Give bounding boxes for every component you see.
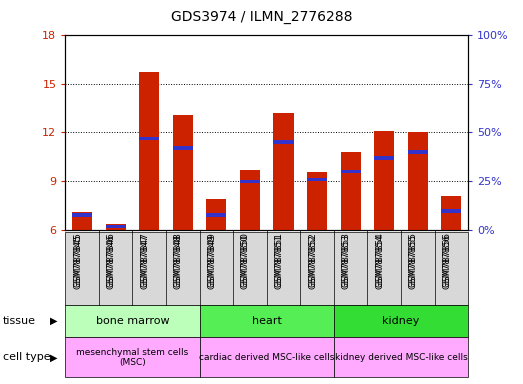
Bar [408, 132, 428, 230]
Text: GSM787849: GSM787849 [208, 234, 217, 289]
Text: kidney derived MSC-like cells: kidney derived MSC-like cells [335, 353, 468, 362]
Text: GSM787856: GSM787856 [442, 234, 451, 289]
Bar [307, 178, 327, 181]
Text: GSM787853: GSM787853 [342, 234, 350, 289]
Text: GSM787845: GSM787845 [73, 234, 82, 289]
Bar [374, 156, 394, 160]
Bar [72, 213, 92, 217]
Text: GSM787848: GSM787848 [174, 234, 183, 289]
Text: cardiac derived MSC-like cells: cardiac derived MSC-like cells [199, 353, 334, 362]
Text: mesenchymal stem cells
(MSC): mesenchymal stem cells (MSC) [76, 348, 189, 367]
Text: GSM787847: GSM787847 [140, 232, 149, 287]
Text: GSM787848: GSM787848 [174, 232, 183, 287]
Text: GSM787851: GSM787851 [275, 234, 283, 289]
Text: ▶: ▶ [50, 316, 57, 326]
Text: GSM787852: GSM787852 [308, 234, 317, 289]
Bar [441, 196, 461, 230]
Bar [240, 170, 260, 230]
Bar [374, 131, 394, 230]
Text: GSM787856: GSM787856 [442, 232, 451, 287]
Bar [173, 146, 193, 150]
Bar [274, 141, 293, 144]
Text: GSM787846: GSM787846 [107, 234, 116, 289]
Bar [206, 213, 226, 217]
Text: GDS3974 / ILMN_2776288: GDS3974 / ILMN_2776288 [170, 10, 353, 23]
Bar [340, 152, 361, 230]
Bar [340, 170, 361, 174]
Bar [274, 113, 293, 230]
Bar [139, 137, 160, 140]
Text: tissue: tissue [3, 316, 36, 326]
Text: cell type: cell type [3, 352, 50, 362]
Text: GSM787851: GSM787851 [275, 232, 283, 287]
Text: GSM787852: GSM787852 [308, 232, 317, 287]
Text: GSM787854: GSM787854 [375, 234, 384, 289]
Bar [106, 225, 126, 228]
Bar [307, 172, 327, 230]
Text: GSM787850: GSM787850 [241, 232, 250, 287]
Text: GSM787855: GSM787855 [409, 232, 418, 287]
Text: bone marrow: bone marrow [96, 316, 169, 326]
Bar [139, 72, 160, 230]
Text: GSM787850: GSM787850 [241, 234, 250, 289]
Text: ▶: ▶ [50, 352, 57, 362]
Text: GSM787855: GSM787855 [409, 234, 418, 289]
Bar [206, 199, 226, 230]
Text: heart: heart [252, 316, 282, 326]
Text: GSM787854: GSM787854 [375, 232, 384, 287]
Text: GSM787853: GSM787853 [342, 232, 350, 287]
Text: GSM787849: GSM787849 [208, 232, 217, 287]
Bar [441, 209, 461, 213]
Bar [173, 114, 193, 230]
Bar [408, 150, 428, 154]
Bar [240, 180, 260, 183]
Bar [72, 212, 92, 230]
Text: GSM787845: GSM787845 [73, 232, 82, 287]
Text: kidney: kidney [382, 316, 419, 326]
Text: GSM787846: GSM787846 [107, 232, 116, 287]
Bar [106, 224, 126, 230]
Text: GSM787847: GSM787847 [140, 234, 149, 289]
